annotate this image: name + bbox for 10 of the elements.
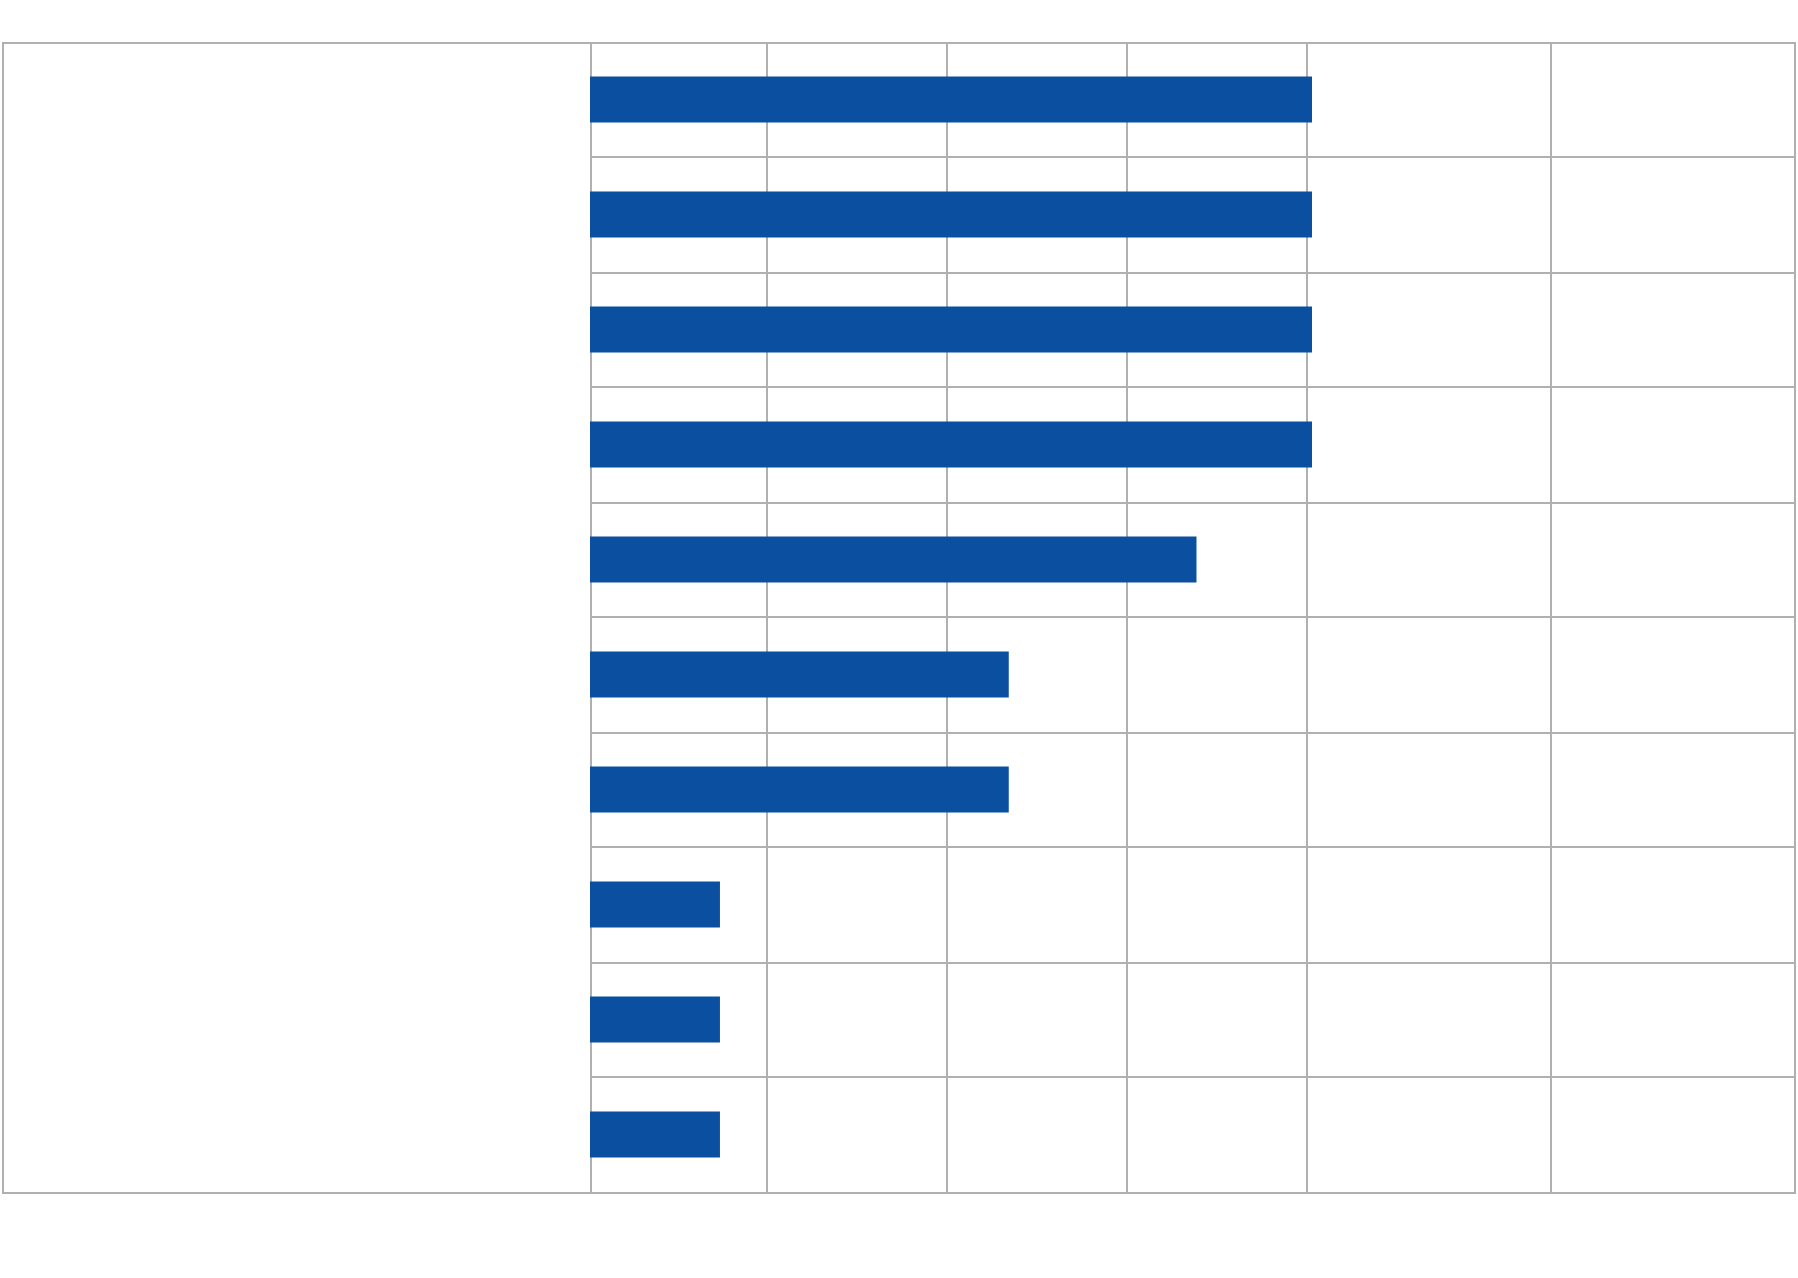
bar: [590, 996, 720, 1043]
bar: [590, 881, 720, 928]
bar: [590, 536, 1197, 583]
bar: [590, 191, 1312, 238]
bar: [590, 306, 1312, 353]
bar: [590, 1111, 720, 1158]
bar: [590, 76, 1312, 123]
bar: [590, 421, 1312, 468]
bar: [590, 651, 1009, 698]
bar: [590, 766, 1009, 813]
